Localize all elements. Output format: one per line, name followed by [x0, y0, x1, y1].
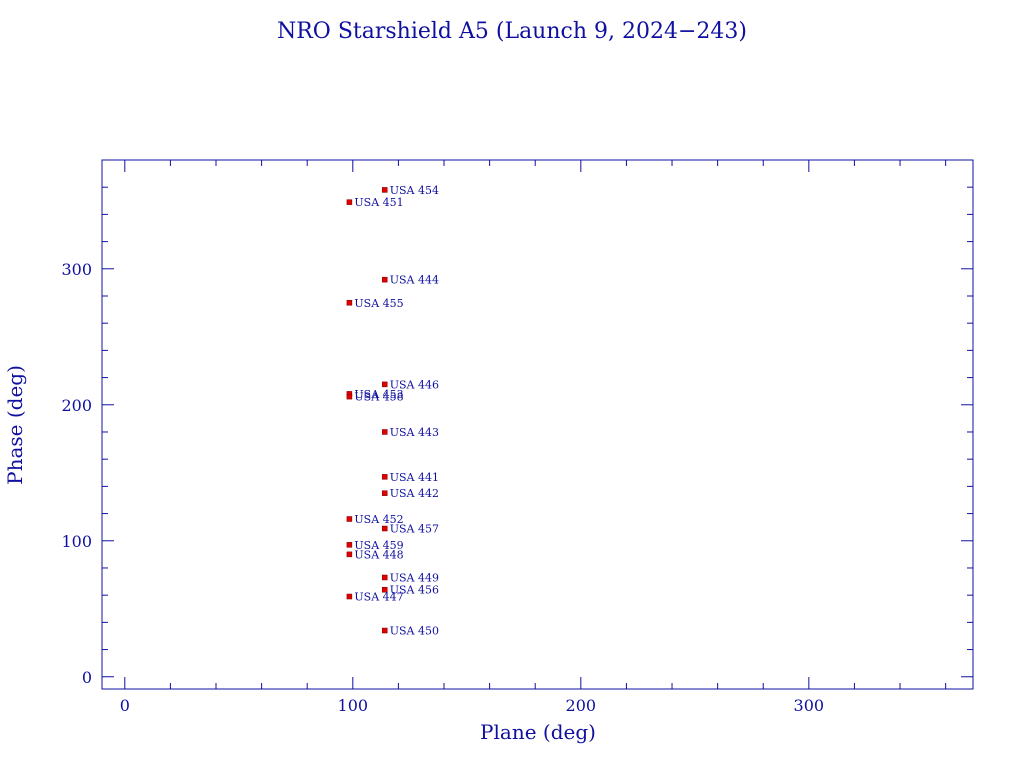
data-point — [381, 586, 388, 593]
tick-labels: 0 100 200 300 0 100 200 300 — [61, 260, 824, 715]
data-point — [346, 551, 353, 558]
data-point — [381, 627, 388, 634]
data-point-label: USA 457 — [390, 523, 439, 536]
data-point — [346, 593, 353, 600]
data-point — [381, 276, 388, 283]
data-point-label: USA 452 — [354, 513, 403, 526]
axis-ticks — [102, 159, 973, 689]
y-axis-label: Phase (deg) — [3, 365, 27, 485]
data-point-label: USA 446 — [390, 378, 439, 391]
x-tick-label: 100 — [338, 696, 369, 715]
plot-area — [101, 159, 974, 690]
data-point — [381, 187, 388, 193]
data-point-label: USA 458 — [354, 391, 403, 404]
data-point-label: USA 459 — [354, 539, 403, 552]
data-point — [381, 381, 388, 388]
data-point — [381, 574, 388, 581]
data-point-label: USA 456 — [390, 584, 439, 597]
data-point-label: USA 449 — [390, 571, 439, 584]
data-point — [381, 474, 388, 480]
data-point-label: USA 442 — [390, 487, 439, 500]
data-point-label: USA 443 — [390, 426, 439, 439]
data-point — [346, 516, 353, 522]
data-point — [381, 490, 388, 496]
data-point — [346, 393, 353, 400]
data-point-label: USA 453 — [354, 388, 403, 401]
data-point-label: USA 448 — [354, 548, 403, 561]
data-point — [381, 429, 388, 435]
chart-title: NRO Starshield A5 (Launch 9, 2024−243) — [277, 19, 747, 44]
data-point — [346, 300, 353, 306]
y-tick-label: 300 — [61, 260, 92, 279]
data-point — [346, 199, 353, 205]
data-point-label: USA 454 — [390, 184, 439, 197]
x-tick-label: 0 — [120, 696, 130, 715]
data-point-label: USA 444 — [390, 274, 439, 287]
data-point-label: USA 441 — [390, 471, 439, 484]
y-tick-label: 0 — [82, 668, 92, 687]
y-tick-label: 200 — [61, 396, 92, 415]
data-point — [346, 542, 353, 548]
data-point-label: USA 455 — [354, 297, 403, 310]
y-tick-label: 100 — [61, 532, 92, 551]
x-axis-label: Plane (deg) — [480, 720, 596, 744]
x-tick-label: 200 — [566, 696, 597, 715]
x-tick-label: 300 — [794, 696, 825, 715]
data-point — [381, 525, 388, 532]
data-point-label: USA 450 — [390, 625, 439, 638]
data-point-label: USA 451 — [354, 196, 403, 209]
data-point-label: USA 447 — [354, 591, 403, 604]
